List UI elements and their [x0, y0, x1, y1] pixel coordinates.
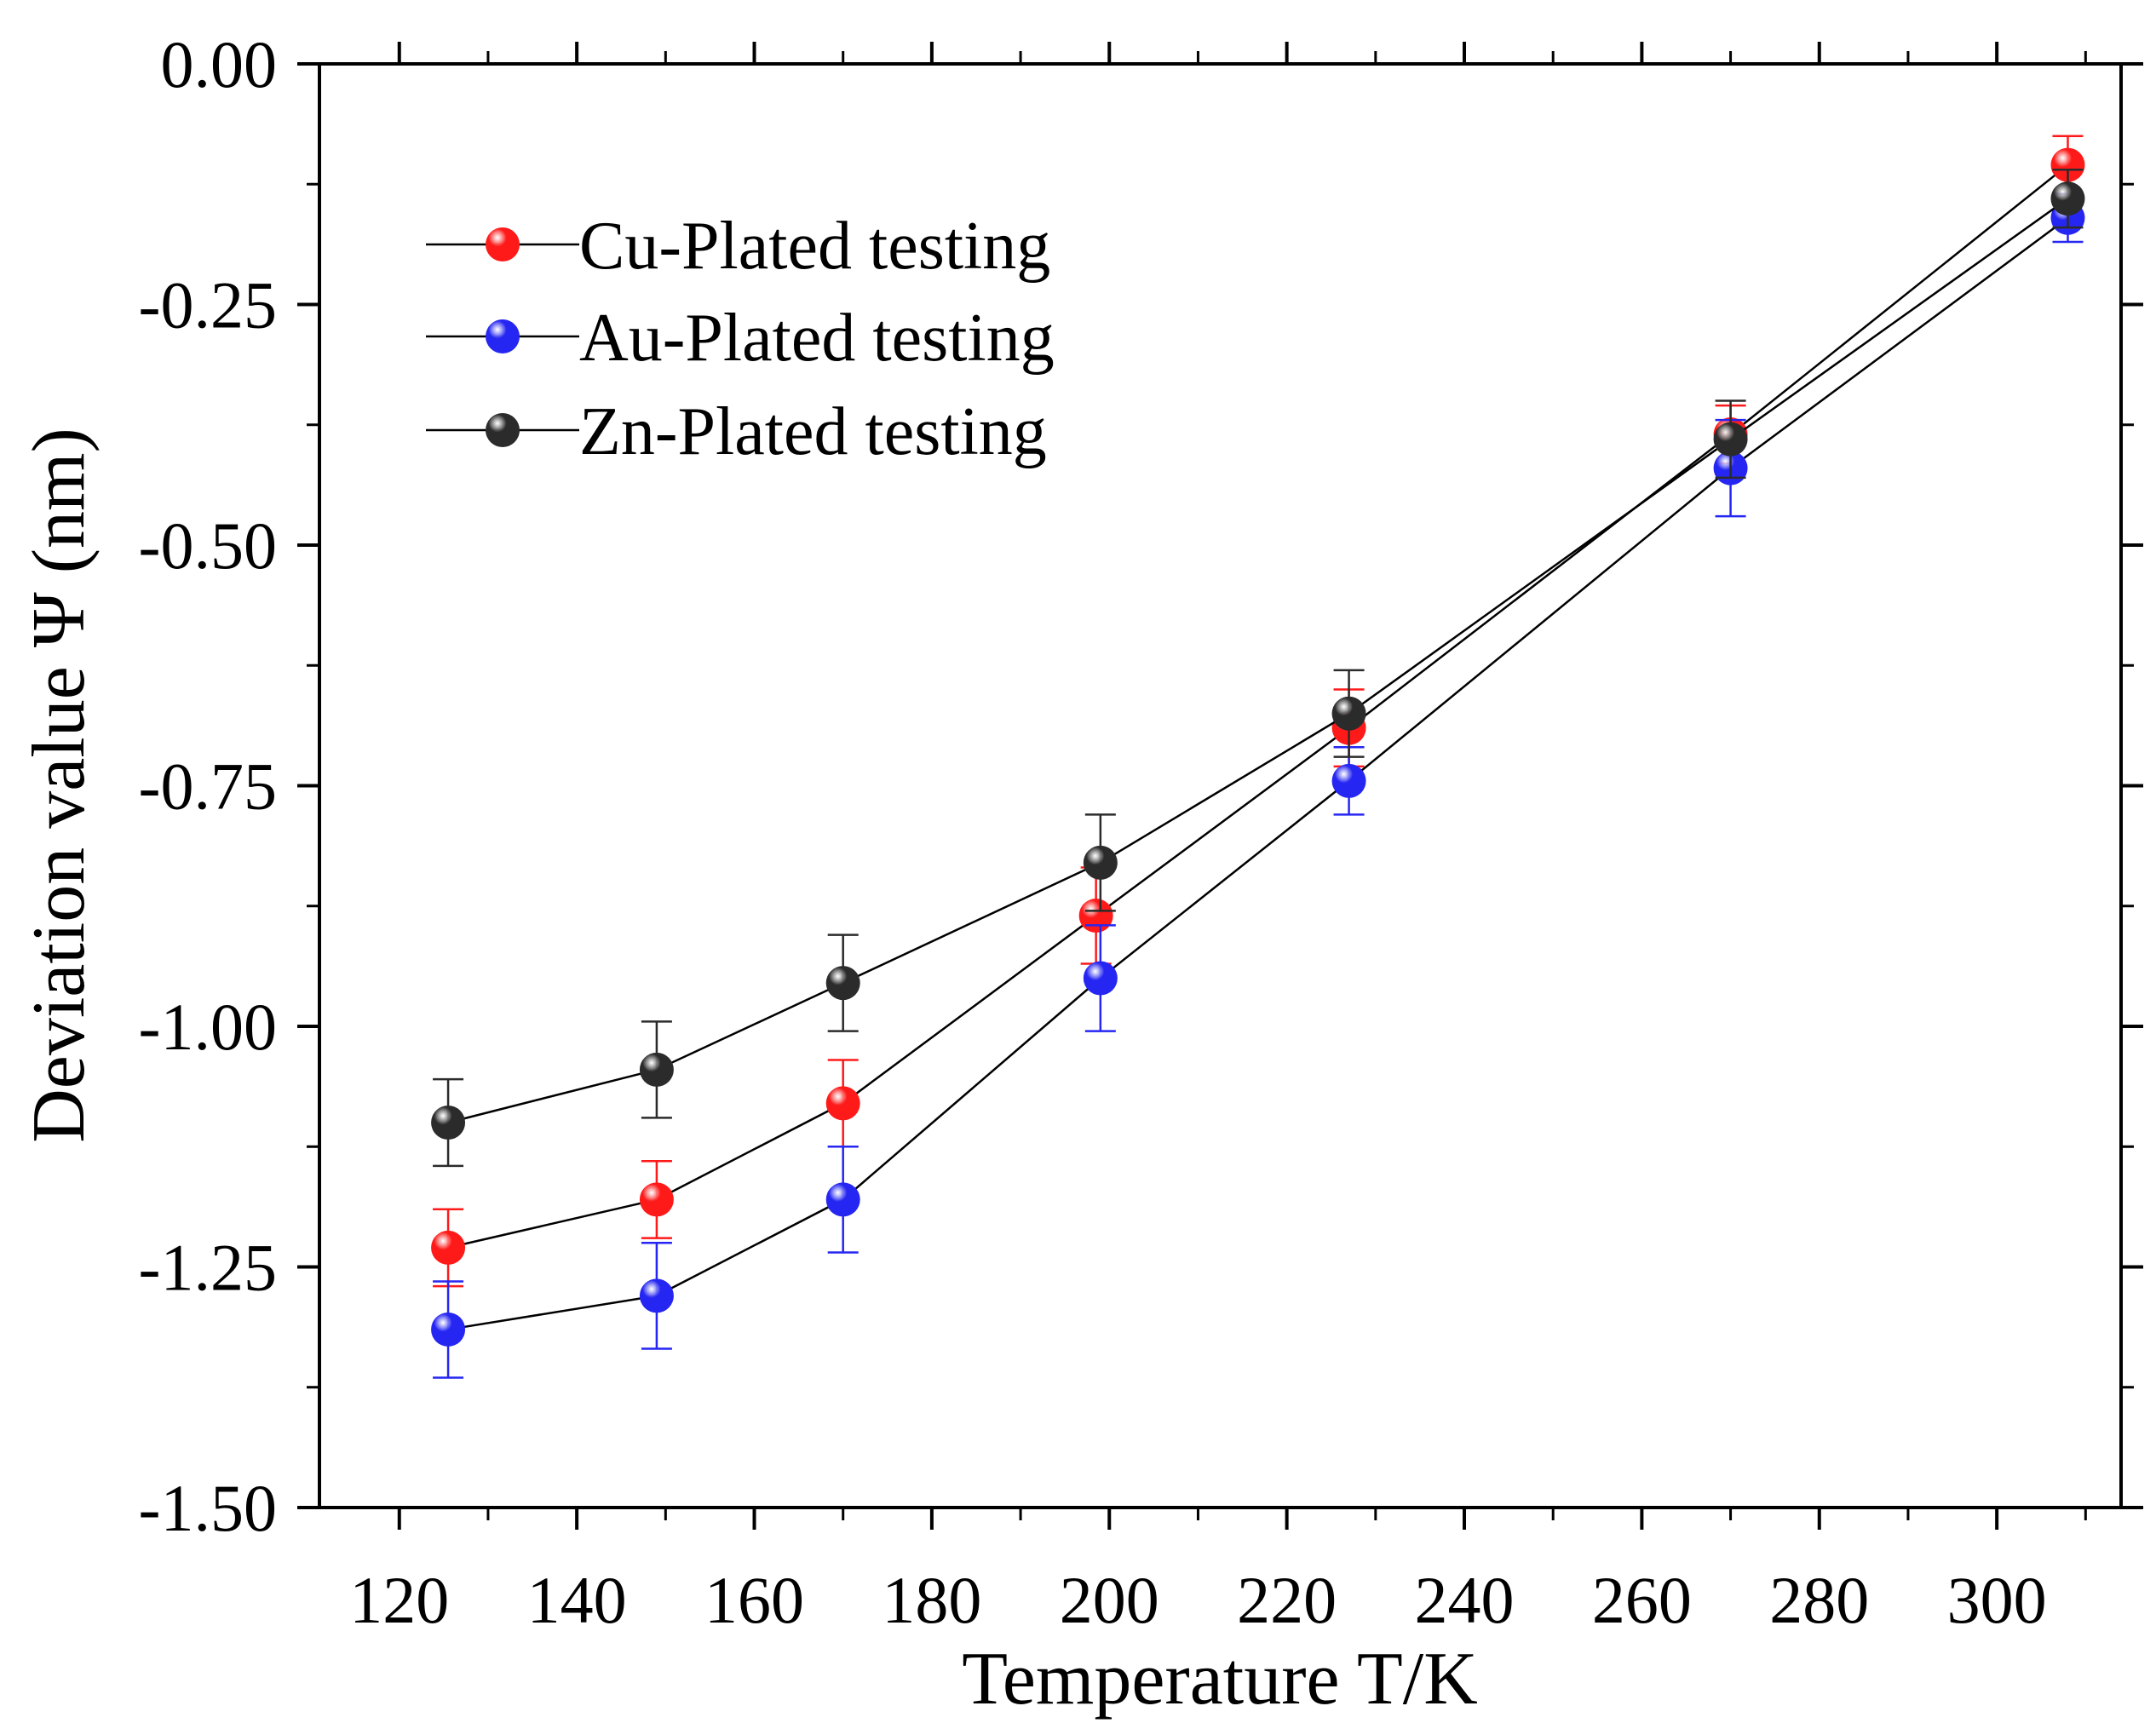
x-axis-tick-labels: 120 140 160 180 200 220 240 260 280 300: [349, 1563, 2046, 1637]
x-tick-label: 260: [1592, 1563, 1692, 1637]
y-tick-label: -1.25: [139, 1231, 277, 1305]
legend-label: Zn-Plated testing: [579, 394, 1047, 469]
legend-marker: [486, 227, 520, 261]
y-tick-label: -0.75: [139, 750, 277, 824]
x-tick-label: 240: [1415, 1563, 1515, 1637]
x-tick-label: 300: [1947, 1563, 2047, 1637]
data-point: [1078, 899, 1113, 933]
y-tick-label: 0.00: [161, 27, 278, 101]
x-tick-label: 180: [882, 1563, 981, 1637]
data-point: [1713, 422, 1748, 457]
data-point: [2050, 181, 2085, 216]
data-point: [2050, 147, 2085, 182]
data-point: [1331, 696, 1366, 731]
y-tick-label: -0.50: [139, 508, 277, 583]
series-layer: [431, 135, 2085, 1379]
legend-entry: Au-Plated testing: [426, 301, 1055, 376]
x-tick-label: 140: [527, 1563, 627, 1637]
y-tick-label: -0.25: [139, 268, 277, 342]
data-point: [639, 1182, 674, 1217]
legend-entry: Cu-Plated testing: [426, 209, 1050, 284]
x-tick-label: 280: [1769, 1563, 1869, 1637]
data-point: [639, 1052, 674, 1087]
data-point: [431, 1312, 466, 1347]
x-tick-label: 160: [704, 1563, 804, 1637]
y-axis-label: Deviation value Ψ (nm): [18, 428, 101, 1143]
y-tick-label: -1.50: [139, 1471, 277, 1545]
series-zn-plated-testing: [431, 169, 2085, 1168]
legend-marker: [486, 319, 520, 353]
x-axis-label: Temperature T/K: [962, 1638, 1478, 1720]
legend-marker: [486, 413, 520, 447]
data-point: [1083, 961, 1118, 996]
y-tick-label: -1.00: [139, 990, 277, 1064]
legend-label: Au-Plated testing: [579, 301, 1055, 376]
data-point: [825, 1086, 860, 1121]
legend-entry: Zn-Plated testing: [426, 394, 1047, 469]
y-axis-tick-labels: 0.00 -0.25 -0.50 -0.75 -1.00 -1.25 -1.50: [139, 27, 277, 1545]
x-axis-ticks: [397, 42, 2087, 1530]
data-point: [1331, 763, 1366, 798]
x-tick-label: 120: [349, 1563, 449, 1637]
data-point: [431, 1230, 466, 1265]
data-point: [825, 966, 860, 1001]
series-line: [447, 216, 2069, 1331]
x-tick-label: 200: [1060, 1563, 1159, 1637]
data-point: [431, 1106, 466, 1140]
x-tick-label: 220: [1237, 1563, 1337, 1637]
y-axis-ticks: [297, 62, 2143, 1509]
legend-label: Cu-Plated testing: [579, 209, 1050, 284]
legend: Cu-Plated testing Au-Plated testing Zn-Pla…: [426, 209, 1055, 469]
data-point: [825, 1182, 860, 1217]
data-point: [639, 1278, 674, 1313]
data-point: [1083, 845, 1118, 880]
